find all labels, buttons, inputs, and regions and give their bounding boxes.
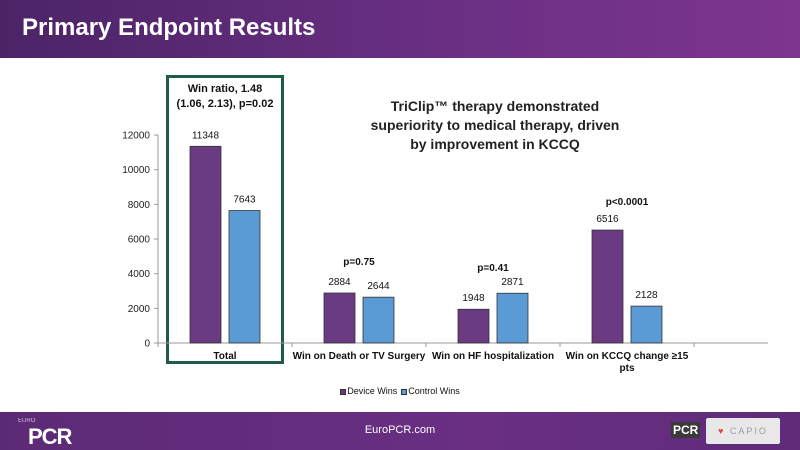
legend-swatch-control [401, 388, 408, 395]
legend-label-device: Device Wins [347, 386, 398, 396]
bar-data-label: 7643 [233, 195, 256, 206]
x-category-label-line: pts [620, 363, 635, 374]
slide-footer: EURO PCR EuroPCR.com PCR ♥ CAPIO [0, 412, 800, 450]
bar-control [362, 296, 395, 344]
y-tick-label: 4000 [128, 269, 151, 280]
win-ratio-annotation: Win ratio, 1.48 (1.06, 2.13), p=0.02 [166, 82, 284, 112]
bar-control [496, 292, 529, 344]
bar-data-label: 11348 [192, 130, 220, 141]
x-category-label-line: Win on KCCQ change ≥15 [566, 351, 689, 362]
legend-swatch-device [340, 388, 347, 395]
partner-heart-icon: ♥ [718, 426, 726, 436]
x-category-label: Total [213, 351, 236, 362]
win-ratio-line-1: Win ratio, 1.48 [187, 83, 263, 95]
y-tick-label: 10000 [122, 165, 150, 176]
europcr-logo-text: PCR [28, 424, 72, 449]
bar-data-label: 2644 [367, 281, 390, 292]
total-highlight-box [166, 75, 284, 364]
bar-data-label: 1948 [462, 293, 485, 304]
bar-device [457, 308, 490, 344]
bar-device [591, 229, 624, 344]
x-category-label: Win on KCCQ change ≥15 pts [566, 351, 689, 374]
superiority-line-1: TriClip™ therapy demonstrated [390, 98, 600, 114]
partner-logo-text: CAPIO [729, 426, 768, 436]
europcr-logo-small: EURO [18, 418, 36, 424]
bar-control [228, 210, 261, 344]
y-tick-label: 0 [144, 339, 150, 350]
bar-control [630, 305, 663, 344]
x-category-label-line: Win on Death or TV Surgery [293, 351, 426, 362]
y-tick-label: 6000 [128, 235, 151, 246]
slide-header: Primary Endpoint Results [0, 0, 800, 58]
legend-item-control: Control Wins [401, 386, 460, 396]
p-value-label: p=0.41 [477, 263, 509, 274]
y-tick-label: 8000 [128, 200, 151, 211]
bar-device [323, 292, 356, 344]
y-tick-label: 12000 [122, 131, 150, 142]
bar-data-label: 2871 [501, 277, 524, 288]
x-category-label: Win on Death or TV Surgery [293, 351, 426, 362]
chart-legend: Device Wins Control Wins [0, 386, 800, 396]
superiority-line-3: by improvement in KCCQ [410, 136, 580, 152]
bar-data-label: 2128 [635, 290, 658, 301]
p-value-label: p=0.75 [343, 257, 375, 268]
pcr-logo-right: PCR [671, 422, 701, 438]
bar-data-label: 2884 [328, 277, 351, 288]
bar-data-label: 6516 [596, 214, 619, 225]
legend-item-device: Device Wins [340, 386, 397, 396]
legend-label-control: Control Wins [408, 386, 460, 396]
p-value-label: p<0.0001 [606, 197, 649, 208]
x-category-label: Win on HF hospitalization [432, 351, 554, 362]
page-title: Primary Endpoint Results [22, 14, 316, 41]
superiority-line-2: superiority to medical therapy, driven [370, 117, 620, 133]
superiority-annotation: TriClip™ therapy demonstrated superiorit… [340, 97, 650, 154]
x-category-label-line: Win on HF hospitalization [432, 351, 554, 362]
bar-device [189, 145, 222, 344]
footer-site-link[interactable]: EuroPCR.com [364, 424, 436, 436]
x-category-label-line: Total [213, 351, 236, 362]
win-ratio-line-2: (1.06, 2.13), p=0.02 [176, 98, 274, 110]
partner-logo: ♥ CAPIO [706, 418, 780, 444]
y-tick-label: 2000 [128, 304, 151, 315]
